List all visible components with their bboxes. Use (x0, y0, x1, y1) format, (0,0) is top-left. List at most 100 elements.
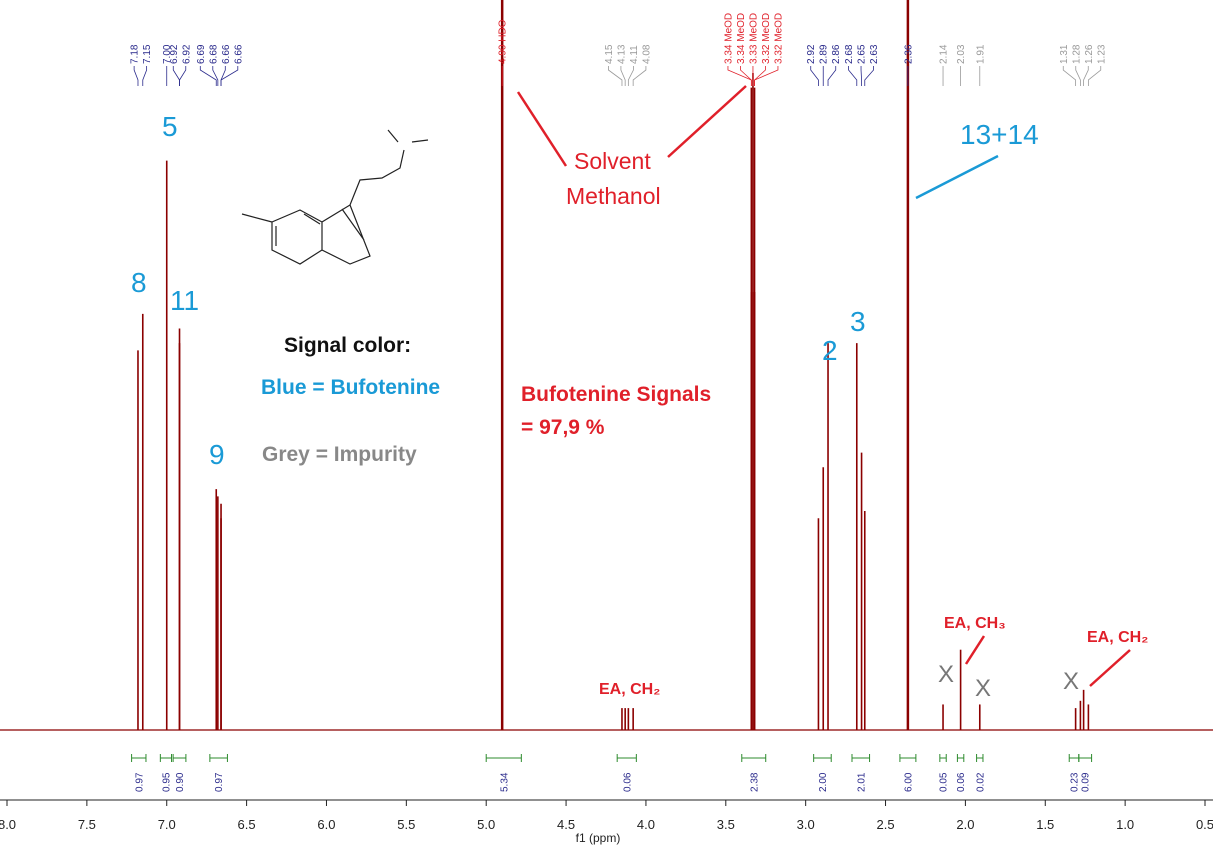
integral-bar (616, 754, 637, 762)
x-tick-label: 1.0 (1116, 817, 1134, 832)
integral-bar (1068, 754, 1080, 762)
spectrum-area (0, 0, 1213, 731)
peak-label: 4.08 (641, 44, 652, 64)
peak-label: 4.90 HDO (498, 19, 509, 64)
annotation-line (667, 85, 747, 158)
annotation: 11 (170, 285, 199, 316)
integral-bar (939, 754, 947, 762)
x-tick-label: 1.5 (1036, 817, 1054, 832)
x-tick-label: 3.5 (717, 817, 735, 832)
peak-label: 1.31 (1059, 44, 1070, 64)
integral-bar (172, 754, 187, 762)
integral-bar (813, 754, 832, 762)
peak-label: 2.89 (819, 44, 830, 64)
peak-label: 4.11 (629, 45, 640, 64)
peak-label-connector (220, 66, 239, 86)
annotation: Bufotenine Signals (521, 383, 711, 406)
peak-label-connector (727, 66, 752, 86)
peak-label: 2.03 (956, 44, 967, 64)
integral-label: 0.06 (956, 772, 967, 792)
annotation: X (975, 675, 991, 702)
peak-label-connector (1075, 66, 1081, 86)
integral-label: 0.23 (1070, 772, 1081, 792)
peak-label-connector (199, 66, 217, 86)
peak-label: 6.69 (196, 44, 207, 64)
peak-label-connector (810, 66, 819, 86)
peak-label: 2.92 (806, 44, 817, 64)
peak-label-connector (627, 66, 634, 86)
integral-bar (899, 754, 917, 762)
integral-label: 0.90 (175, 772, 186, 792)
peak-label-connector (1062, 66, 1077, 86)
integral-bar (209, 754, 228, 762)
peak-label: 3.32 MeOD (761, 13, 772, 64)
x-tick-label: 6.5 (238, 817, 256, 832)
peak-label-connector (848, 66, 858, 86)
peak-label-connector (754, 66, 779, 86)
x-tick-label: 3.0 (797, 817, 815, 832)
annotation-line (1089, 649, 1131, 687)
integral-label: 0.97 (134, 772, 145, 792)
annotation: 8 (131, 267, 147, 298)
x-tick-label: 4.0 (637, 817, 655, 832)
x-tick-label: 5.0 (477, 817, 495, 832)
peak-label-connector (133, 66, 139, 86)
integral-bar (1078, 754, 1093, 762)
annotation: 2 (822, 335, 838, 366)
peak-label-connector (620, 66, 626, 86)
peak-label: 1.28 (1071, 44, 1082, 64)
x-axis-title: f1 (ppm) (576, 831, 621, 845)
annotation: X (938, 661, 954, 688)
peak-label-connector (172, 66, 180, 86)
peak-label-connector (142, 66, 148, 86)
peak-label-connector (827, 66, 837, 86)
peak-label-connector (1087, 66, 1102, 86)
integral-label: 2.38 (749, 772, 760, 792)
peak-label: 6.92 (169, 44, 180, 64)
x-tick-label: 0.5 (1196, 817, 1213, 832)
peak-label: 2.63 (869, 44, 880, 64)
peak-label: 4.15 (604, 44, 615, 64)
annotation-line (915, 154, 999, 200)
peak-label: 6.66 (233, 44, 244, 64)
peak-label: 1.26 (1084, 44, 1095, 64)
peak-label-connector (740, 66, 752, 86)
peak-label: 3.32 MeOD (773, 13, 784, 64)
annotation: 5 (162, 111, 178, 142)
legend-title: Signal color: (284, 334, 411, 357)
peak-label: 3.34 MeOD (723, 13, 734, 64)
annotation: 9 (209, 439, 225, 470)
peak-label: 4.13 (616, 44, 627, 64)
peak-label: 7.15 (142, 44, 153, 64)
x-tick-label: 2.0 (956, 817, 974, 832)
integral-label: 0.02 (975, 772, 986, 792)
annotation: X (1063, 668, 1079, 695)
peak-label: 2.14 (939, 44, 950, 64)
peak-label: 6.92 (181, 44, 192, 64)
peak-label-connector (864, 66, 874, 86)
peak-label: 6.66 (221, 44, 232, 64)
peak-label-connector (1083, 66, 1089, 86)
x-tick-label: 4.5 (557, 817, 575, 832)
annotation: EA, CH₃ (944, 615, 1006, 632)
integral-bar (851, 754, 871, 762)
integral-bar (485, 754, 522, 762)
peak-label: 7.00 (162, 44, 173, 64)
annotation-line (964, 635, 986, 665)
integral-bar (159, 754, 173, 762)
x-tick-label: 8.0 (0, 817, 16, 832)
annotation: EA, CH₂ (599, 681, 660, 698)
x-tick-label: 7.5 (78, 817, 96, 832)
annotation-line (516, 91, 568, 167)
peak-label-connector (860, 66, 862, 86)
x-tick-label: 7.0 (158, 817, 176, 832)
peak-label-connector (632, 66, 647, 86)
x-tick-label: 2.5 (876, 817, 894, 832)
annotation: 13+14 (960, 119, 1039, 150)
integral-label: 5.34 (499, 772, 510, 792)
peak-label-connector (179, 66, 187, 86)
peak-label: 3.33 MeOD (748, 13, 759, 64)
peak-label: 1.91 (975, 44, 986, 64)
integral-bar (976, 754, 984, 762)
peak-label: 2.86 (831, 44, 842, 64)
